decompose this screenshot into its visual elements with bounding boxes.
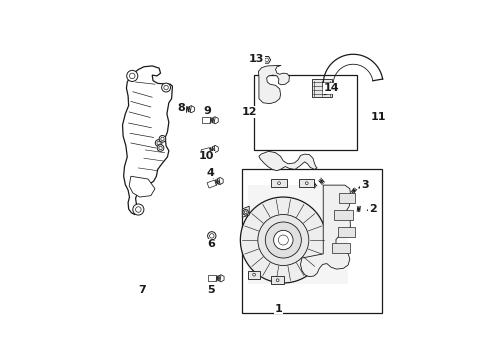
Polygon shape xyxy=(348,186,355,193)
Circle shape xyxy=(240,197,325,283)
Polygon shape xyxy=(122,66,172,215)
Text: 6: 6 xyxy=(207,239,215,249)
Circle shape xyxy=(265,222,301,258)
Circle shape xyxy=(243,210,248,215)
Polygon shape xyxy=(201,148,210,155)
Circle shape xyxy=(161,137,164,140)
Text: 5: 5 xyxy=(207,285,215,296)
Polygon shape xyxy=(217,177,223,185)
Polygon shape xyxy=(188,105,194,113)
Text: 11: 11 xyxy=(370,112,386,122)
Circle shape xyxy=(163,85,168,90)
Polygon shape xyxy=(313,181,322,190)
Polygon shape xyxy=(262,57,270,63)
Bar xyxy=(299,179,314,187)
Polygon shape xyxy=(217,275,224,282)
Bar xyxy=(247,185,347,284)
Polygon shape xyxy=(312,180,318,187)
Circle shape xyxy=(162,83,170,92)
Text: 14: 14 xyxy=(323,83,338,93)
Circle shape xyxy=(273,230,292,250)
Text: 4: 4 xyxy=(206,168,214,178)
Bar xyxy=(333,210,352,220)
Text: 12: 12 xyxy=(241,107,257,117)
Circle shape xyxy=(277,182,280,185)
Circle shape xyxy=(207,232,216,240)
Polygon shape xyxy=(129,176,155,197)
Circle shape xyxy=(155,140,162,146)
Polygon shape xyxy=(258,66,289,104)
Circle shape xyxy=(129,73,135,79)
Circle shape xyxy=(126,70,138,81)
Circle shape xyxy=(209,234,214,238)
Text: 3: 3 xyxy=(360,180,368,190)
Text: 7: 7 xyxy=(138,285,145,296)
Polygon shape xyxy=(212,117,218,124)
Bar xyxy=(247,270,260,279)
Text: 2: 2 xyxy=(368,204,376,214)
Circle shape xyxy=(252,273,255,276)
Bar xyxy=(339,193,355,203)
Circle shape xyxy=(251,272,256,278)
Polygon shape xyxy=(360,206,365,212)
Circle shape xyxy=(159,146,162,150)
Polygon shape xyxy=(242,206,249,217)
Circle shape xyxy=(304,180,309,186)
Polygon shape xyxy=(178,107,186,112)
Circle shape xyxy=(276,279,279,282)
Circle shape xyxy=(157,145,163,151)
Text: 13: 13 xyxy=(248,54,264,64)
Circle shape xyxy=(157,141,160,145)
Polygon shape xyxy=(353,189,362,197)
Bar xyxy=(253,75,356,150)
Text: 9: 9 xyxy=(203,106,210,116)
Circle shape xyxy=(264,58,268,62)
Polygon shape xyxy=(208,275,216,281)
Polygon shape xyxy=(305,184,314,193)
Circle shape xyxy=(135,207,141,212)
Circle shape xyxy=(257,215,308,266)
Text: 10: 10 xyxy=(198,151,214,161)
Polygon shape xyxy=(206,180,216,188)
Polygon shape xyxy=(300,185,350,276)
Circle shape xyxy=(159,135,165,142)
Polygon shape xyxy=(212,145,218,153)
Circle shape xyxy=(278,235,288,245)
Circle shape xyxy=(244,211,246,214)
Bar xyxy=(311,79,332,97)
Circle shape xyxy=(274,278,280,283)
Circle shape xyxy=(276,180,281,186)
Bar xyxy=(271,276,284,284)
Circle shape xyxy=(305,182,307,185)
Bar xyxy=(337,227,354,237)
Polygon shape xyxy=(259,151,317,171)
Polygon shape xyxy=(353,205,360,212)
Text: 8: 8 xyxy=(177,103,185,113)
Polygon shape xyxy=(319,176,325,183)
Text: 1: 1 xyxy=(274,304,282,314)
Polygon shape xyxy=(202,117,210,123)
Circle shape xyxy=(133,204,143,215)
Bar xyxy=(241,169,382,314)
Bar xyxy=(271,179,286,187)
Bar xyxy=(332,243,350,253)
